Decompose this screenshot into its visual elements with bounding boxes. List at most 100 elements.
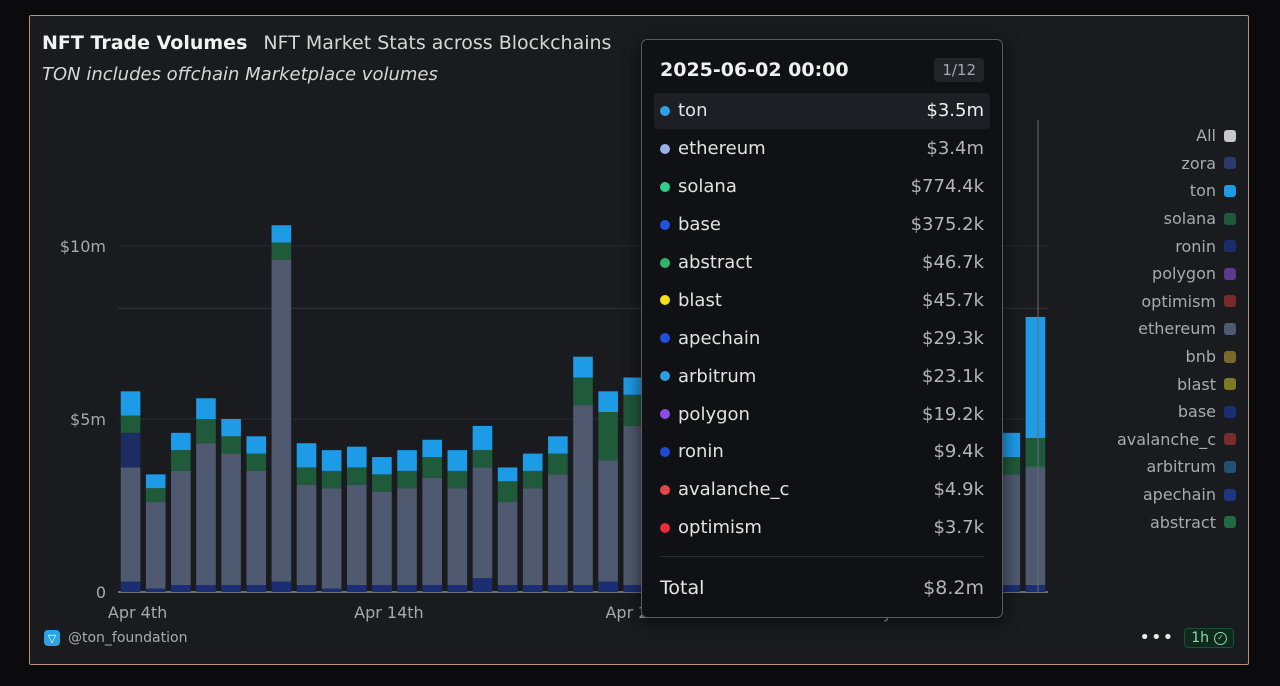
bar-segment-other[interactable]	[321, 588, 342, 592]
legend-item-base[interactable]: base	[1117, 398, 1236, 426]
bar-segment-ton[interactable]	[271, 225, 292, 243]
bar-segment-other[interactable]	[171, 585, 191, 592]
bar-segment-zora[interactable]	[120, 432, 141, 468]
bar-stack[interactable]	[522, 453, 543, 592]
bar-stack[interactable]	[548, 436, 568, 592]
bar-segment-ton[interactable]	[573, 356, 593, 378]
bar-segment-other[interactable]	[246, 585, 267, 592]
legend-item-all[interactable]: All	[1117, 122, 1236, 150]
bar-segment-ton[interactable]	[372, 457, 392, 475]
bar-stack[interactable]	[397, 450, 417, 592]
bar-segment-solana[interactable]	[548, 453, 568, 475]
bar-segment-ethereum[interactable]	[548, 474, 568, 586]
bar-segment-ton[interactable]	[296, 443, 317, 468]
bar-stack[interactable]	[1025, 316, 1046, 592]
bar-segment-ethereum[interactable]	[1025, 467, 1046, 586]
bar-stack[interactable]	[246, 436, 267, 592]
bar-segment-other[interactable]	[548, 585, 568, 592]
bar-stack[interactable]	[221, 419, 241, 592]
bar-segment-ton[interactable]	[548, 436, 568, 454]
bar-stack[interactable]	[447, 450, 468, 592]
bar-segment-ethereum[interactable]	[397, 488, 417, 586]
bar-segment-solana[interactable]	[497, 481, 518, 503]
legend-item-apechain[interactable]: apechain	[1117, 481, 1236, 509]
bar-stack[interactable]	[497, 467, 518, 592]
tooltip-page-indicator[interactable]: 1/12	[934, 58, 984, 82]
bar-stack[interactable]	[120, 391, 141, 592]
bar-segment-ethereum[interactable]	[472, 467, 493, 579]
bar-segment-solana[interactable]	[145, 488, 166, 503]
bar-segment-ton[interactable]	[145, 474, 166, 489]
bar-segment-ethereum[interactable]	[447, 488, 468, 586]
bar-segment-abstract[interactable]	[1025, 465, 1046, 468]
bar-segment-solana[interactable]	[372, 474, 392, 492]
legend-item-blast[interactable]: blast	[1117, 370, 1236, 398]
bar-segment-ton[interactable]	[120, 391, 141, 416]
bar-segment-ethereum[interactable]	[573, 405, 593, 586]
bar-segment-ethereum[interactable]	[598, 460, 618, 582]
bar-stack[interactable]	[171, 432, 191, 592]
legend-item-arbitrum[interactable]: arbitrum	[1117, 453, 1236, 481]
bar-stack[interactable]	[346, 446, 367, 592]
bar-stack[interactable]	[472, 425, 493, 592]
bar-stack[interactable]	[321, 450, 342, 592]
bar-segment-other[interactable]	[472, 578, 493, 592]
bar-segment-solana[interactable]	[321, 470, 342, 489]
bar-segment-other[interactable]	[623, 585, 644, 592]
bar-stack[interactable]	[573, 356, 593, 592]
bar-stack[interactable]	[598, 391, 618, 592]
bar-segment-ton[interactable]	[598, 391, 618, 413]
bar-segment-ethereum[interactable]	[246, 470, 267, 586]
bar-segment-ton[interactable]	[171, 432, 191, 451]
bar-segment-ton[interactable]	[397, 450, 417, 471]
legend-item-ethereum[interactable]: ethereum	[1117, 315, 1236, 343]
bar-segment-other[interactable]	[196, 585, 216, 592]
bar-segment-solana[interactable]	[472, 450, 493, 468]
bar-segment-solana[interactable]	[397, 470, 417, 489]
bar-segment-ton[interactable]	[447, 450, 468, 471]
bar-segment-ton[interactable]	[522, 453, 543, 471]
bar-segment-ethereum[interactable]	[623, 425, 644, 586]
legend-item-optimism[interactable]: optimism	[1117, 288, 1236, 316]
bar-segment-solana[interactable]	[196, 419, 216, 444]
bar-stack[interactable]	[296, 443, 317, 592]
legend-item-ton[interactable]: ton	[1117, 177, 1236, 205]
bar-segment-solana[interactable]	[623, 394, 644, 426]
bar-stack[interactable]	[1000, 432, 1021, 592]
bar-segment-other[interactable]	[1000, 585, 1021, 592]
bar-segment-solana[interactable]	[1025, 438, 1046, 466]
legend-item-zora[interactable]: zora	[1117, 150, 1236, 178]
bar-segment-ton[interactable]	[196, 398, 216, 419]
bar-segment-other[interactable]	[598, 581, 618, 592]
bar-segment-ton[interactable]	[623, 377, 644, 395]
bar-segment-ethereum[interactable]	[497, 502, 518, 586]
bar-segment-ethereum[interactable]	[1000, 474, 1021, 586]
legend-item-ronin[interactable]: ronin	[1117, 232, 1236, 260]
bar-segment-ethereum[interactable]	[372, 491, 392, 586]
legend-item-solana[interactable]: solana	[1117, 205, 1236, 233]
bar-segment-ethereum[interactable]	[145, 502, 166, 589]
bar-segment-other[interactable]	[372, 585, 392, 592]
bar-segment-solana[interactable]	[346, 467, 367, 485]
bar-segment-other[interactable]	[1025, 585, 1046, 592]
bar-segment-other[interactable]	[573, 585, 593, 592]
bar-segment-ton[interactable]	[246, 436, 267, 454]
bar-segment-solana[interactable]	[447, 470, 468, 489]
bar-segment-other[interactable]	[296, 585, 317, 592]
bar-segment-solana[interactable]	[246, 453, 267, 471]
bar-segment-solana[interactable]	[573, 377, 593, 406]
bar-segment-ethereum[interactable]	[422, 477, 442, 586]
bar-stack[interactable]	[196, 398, 216, 592]
bar-segment-ethereum[interactable]	[321, 488, 342, 589]
bar-segment-ton[interactable]	[221, 419, 241, 437]
bar-segment-ethereum[interactable]	[522, 488, 543, 586]
legend-item-avalanche-c[interactable]: avalanche_c	[1117, 426, 1236, 454]
legend[interactable]: All zora ton solana ronin polygon optimism ethe…	[1117, 122, 1236, 536]
bar-segment-ethereum[interactable]	[296, 484, 317, 586]
bar-segment-ton[interactable]	[1025, 316, 1046, 439]
bar-segment-ethereum[interactable]	[171, 470, 191, 586]
bar-segment-other[interactable]	[447, 585, 468, 592]
bar-segment-other[interactable]	[522, 585, 543, 592]
bar-segment-ton[interactable]	[422, 439, 442, 458]
